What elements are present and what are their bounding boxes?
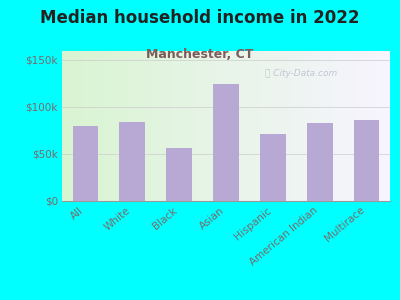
Text: $150k: $150k [26, 56, 58, 65]
Bar [260, 134, 286, 201]
Text: White: White [102, 205, 132, 232]
Text: ⓘ City-Data.com: ⓘ City-Data.com [265, 69, 338, 78]
Text: Median household income in 2022: Median household income in 2022 [40, 9, 360, 27]
Text: American Indian: American Indian [248, 205, 320, 268]
Bar [213, 84, 239, 201]
Bar [72, 126, 98, 201]
Text: Asian: Asian [198, 205, 226, 231]
Text: $50k: $50k [32, 149, 58, 159]
Text: Black: Black [151, 205, 179, 231]
Bar [166, 148, 192, 201]
Bar [120, 122, 145, 201]
Text: All: All [69, 205, 86, 221]
Bar [354, 120, 380, 201]
Text: Multirace: Multirace [323, 205, 366, 244]
Bar [307, 123, 332, 201]
Text: $0: $0 [45, 196, 58, 206]
Text: Manchester, CT: Manchester, CT [146, 48, 254, 61]
Text: $100k: $100k [26, 102, 58, 112]
Text: Hispanic: Hispanic [232, 205, 273, 242]
